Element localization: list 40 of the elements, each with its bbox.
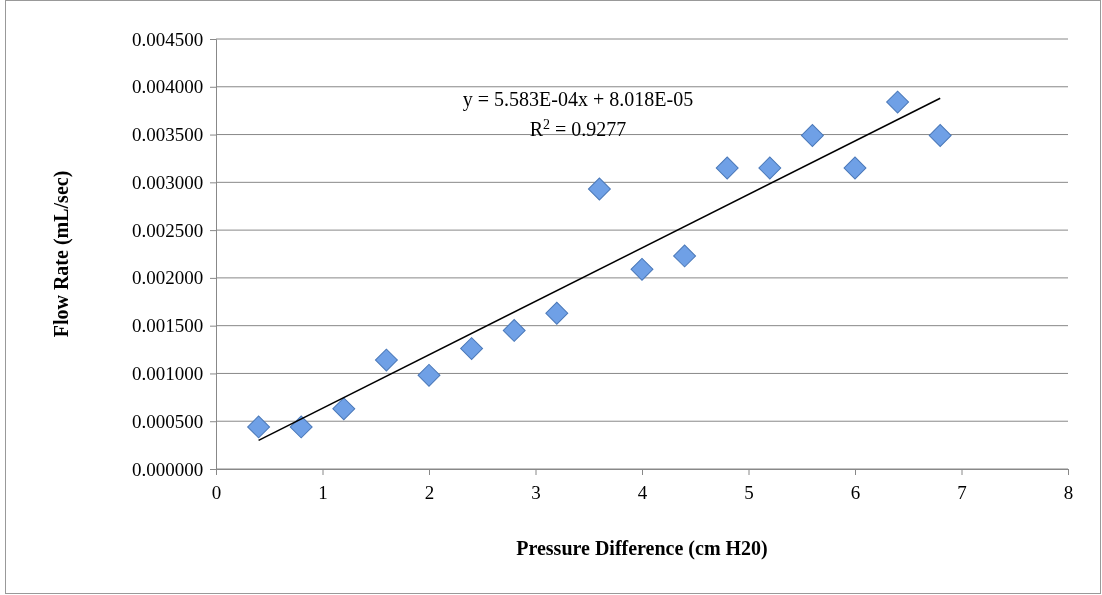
y-tick-label: 0.001500 [131, 315, 204, 337]
y-tick-label: 0.000500 [131, 410, 204, 432]
point [758, 156, 782, 180]
point [800, 124, 824, 147]
point [417, 363, 441, 387]
x-tick-label: 7 [957, 481, 967, 503]
point [247, 415, 271, 439]
y-tick-label: 0.000000 [131, 458, 204, 480]
y-tick-label: 0.003000 [131, 171, 204, 193]
x-tick-label: 4 [637, 481, 648, 503]
annotation: y = 5.583E-04x + 8.018E-05 [462, 88, 694, 111]
x-axis-title: Pressure Difference (cm H20) [516, 537, 768, 560]
x-tick-label: 2 [424, 481, 435, 503]
point [374, 348, 398, 372]
point [332, 397, 356, 421]
annotation: R$^{2}$ = 0.9277 [529, 116, 627, 140]
point [460, 337, 484, 361]
point [545, 301, 569, 325]
y-tick-label: 0.004000 [131, 76, 204, 98]
point [630, 257, 654, 281]
point [843, 156, 867, 180]
y-tick-label: 0.004500 [131, 28, 204, 50]
y-tick-label: 0.002500 [131, 219, 204, 241]
point [928, 124, 952, 147]
point [715, 156, 739, 180]
x-tick-label: 5 [744, 481, 754, 503]
point [886, 90, 910, 114]
x-tick-label: 0 [211, 481, 222, 503]
point [289, 415, 313, 439]
y-tick-label: 0.003500 [131, 124, 204, 146]
x-tick-label: 3 [531, 481, 541, 503]
point [587, 177, 611, 201]
point [673, 244, 697, 268]
x-tick-label: 8 [1063, 481, 1074, 503]
x-tick-label: 1 [318, 481, 328, 503]
y-axis-title: Flow Rate (mL/sec) [50, 170, 73, 338]
point [502, 318, 526, 342]
y-tick-label: 0.002000 [131, 267, 204, 289]
y-tick-label: 0.001000 [131, 363, 204, 385]
x-tick-label: 6 [850, 481, 861, 503]
